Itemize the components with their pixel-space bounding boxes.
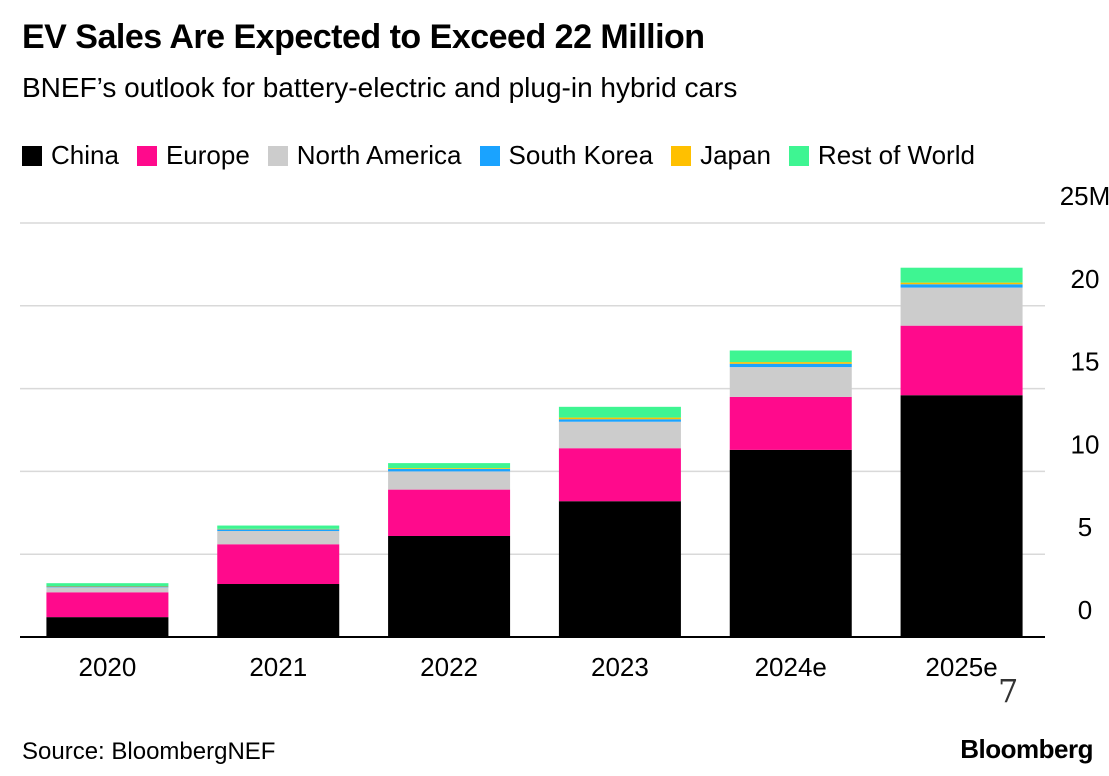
brand-logo: Bloomberg xyxy=(960,734,1093,764)
legend-swatch xyxy=(267,145,288,166)
x-tick-label: 2021 xyxy=(249,652,307,682)
legend-label: Japan xyxy=(700,140,771,170)
legend-swatch xyxy=(136,145,157,166)
bar-segment xyxy=(558,406,681,418)
bar-segment xyxy=(900,395,1023,637)
legend-label: Europe xyxy=(165,140,250,170)
bar-segment xyxy=(388,468,511,472)
y-tick-label: 25M xyxy=(1060,181,1109,211)
legend-swatch xyxy=(479,145,500,166)
legend-swatch xyxy=(22,145,42,166)
y-tick-label: 5 xyxy=(1078,512,1092,542)
legend-item: Japan xyxy=(671,140,771,171)
bar-segment xyxy=(46,592,169,618)
source-note: Source: BloombergNEF xyxy=(22,738,276,765)
bar-segment xyxy=(558,417,681,420)
bar-segment xyxy=(900,284,1023,288)
x-tick-label: 2025e xyxy=(925,652,997,682)
legend-item: South Korea xyxy=(479,140,654,171)
bar-segment xyxy=(217,529,340,532)
chart-title: EV Sales Are Expected to Exceed 22 Milli… xyxy=(22,18,705,56)
x-tick-label: 2020 xyxy=(78,652,136,682)
x-tick-label: 2023 xyxy=(591,652,649,682)
y-tick-label: 20 xyxy=(1071,264,1100,294)
bar-segment xyxy=(729,396,852,450)
bar-segment xyxy=(388,535,511,637)
bar-segment xyxy=(558,421,681,449)
legend-item: Europe xyxy=(136,140,250,171)
bar-segment xyxy=(46,617,169,637)
bar-segment xyxy=(217,525,340,529)
corner-mark: 7 xyxy=(998,672,1019,710)
bar-segment xyxy=(900,287,1023,326)
bar-segment xyxy=(729,362,852,364)
bar-segment xyxy=(900,325,1023,396)
stacked-bar-chart: 0 5 10 15 20 25M 2020 2021 2022 2023 2024e 2025e xyxy=(20,181,1109,682)
bar-segment xyxy=(558,448,681,502)
bar-segment xyxy=(729,367,852,397)
bar-segment xyxy=(46,587,169,593)
legend-item: North America xyxy=(267,140,462,171)
bar-segment xyxy=(388,468,511,469)
bar-segment xyxy=(217,584,340,637)
legend-label: South Korea xyxy=(508,140,654,170)
y-tick-label: 10 xyxy=(1071,429,1100,459)
bar-segment xyxy=(729,350,852,363)
legend-item: Rest of World xyxy=(788,140,975,171)
bar-segment xyxy=(729,449,852,637)
bar-segment xyxy=(900,282,1023,285)
legend-swatch xyxy=(788,145,809,166)
x-tick-label: 2024e xyxy=(755,652,827,682)
bar-segment xyxy=(388,489,511,536)
bar-segment xyxy=(558,419,681,422)
y-tick-label: 0 xyxy=(1078,595,1092,625)
chart-subtitle: BNEF’s outlook for battery-electric and … xyxy=(22,72,738,103)
legend-label: Rest of World xyxy=(817,140,975,170)
bar-segment xyxy=(46,586,169,588)
bar-segment xyxy=(388,471,511,490)
chart-legend: China Europe North America South Korea Japan… xyxy=(22,140,993,171)
bar-segment xyxy=(900,267,1023,283)
legend-item: China xyxy=(22,140,119,171)
bar-segment xyxy=(217,544,340,585)
legend-label: China xyxy=(51,140,119,170)
x-tick-label: 2022 xyxy=(420,652,478,682)
bar-segment xyxy=(46,583,169,586)
bar-segment xyxy=(388,463,511,469)
legend-label: North America xyxy=(296,140,462,170)
legend-swatch xyxy=(671,145,692,166)
bar-segment xyxy=(729,363,852,368)
bar-segment xyxy=(217,531,340,545)
y-tick-label: 15 xyxy=(1071,347,1100,377)
bar-segment xyxy=(558,501,681,637)
